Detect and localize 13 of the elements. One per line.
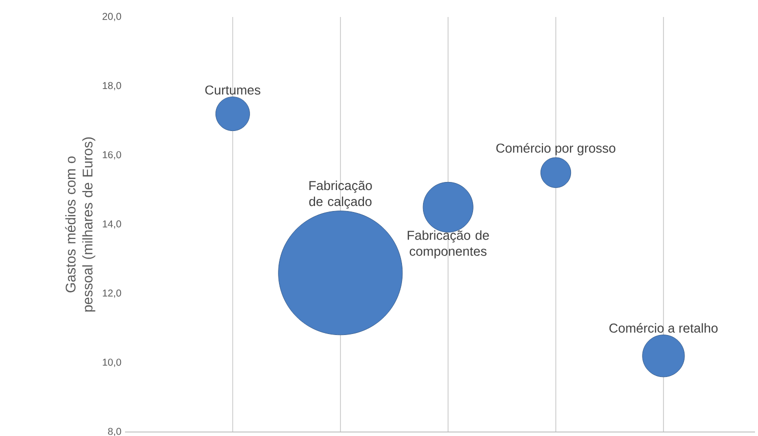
series-label: Curtumes — [205, 85, 260, 95]
series-label: Fabricação de componentes — [408, 230, 489, 258]
series-label: Fabricação de calçado — [309, 180, 372, 209]
y-tick-label: 8,0 — [108, 428, 122, 436]
series-label: Comércio por grosso — [496, 143, 616, 156]
series-label: Comércio a retalho — [609, 323, 718, 333]
y-tick-label: 14,0 — [102, 220, 122, 229]
y-tick-label: 20,0 — [102, 12, 122, 22]
y-tick-label: 10,0 — [102, 358, 122, 367]
y-axis-title: Gastos médios com o pessoal (milhares de Euros) — [65, 137, 96, 312]
y-tick-label: 12,0 — [102, 290, 122, 298]
y-tick-label: 18,0 — [102, 82, 122, 90]
y-tick-label: 16,0 — [102, 151, 122, 160]
